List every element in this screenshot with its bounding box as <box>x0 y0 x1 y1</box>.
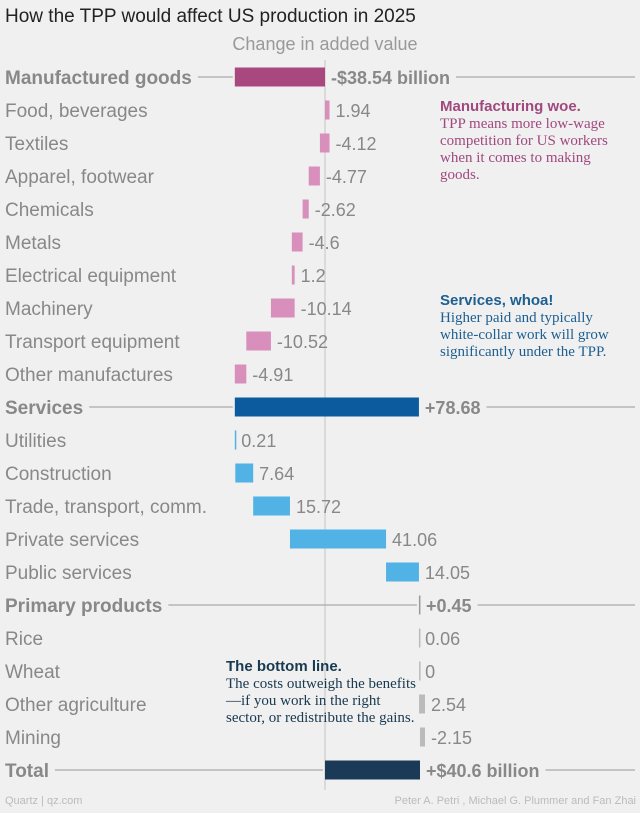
bar-rice <box>418 628 421 648</box>
row-label-manufactured-goods: Manufactured goods <box>5 68 192 89</box>
note-manufacturing-body: TPP means more low-wage competition for … <box>440 116 608 183</box>
row-label-textiles: Textiles <box>5 134 68 155</box>
bar-primary-products <box>418 595 421 615</box>
bar-apparel-footwear <box>308 166 320 186</box>
row-label-services: Services <box>5 398 83 419</box>
value-label-private-services: 41.06 <box>392 530 437 550</box>
footer-credit: Peter A. Petri , Michael G. Plummer and … <box>394 795 636 807</box>
bar-services <box>234 397 419 417</box>
bar-construction <box>235 463 254 483</box>
bar-public-services <box>386 562 419 582</box>
value-label-public-services: 14.05 <box>425 563 470 583</box>
row-label-apparel-footwear: Apparel, footwear <box>5 167 155 188</box>
row-label-electrical-equipment: Electrical equipment <box>5 266 177 287</box>
value-label-electrical-equipment: 1.2 <box>301 266 326 286</box>
value-label-services: +78.68 <box>425 398 481 418</box>
bar-chemicals <box>302 199 309 219</box>
row-label-chemicals: Chemicals <box>5 200 94 221</box>
bar-machinery <box>270 298 295 318</box>
value-label-chemicals: -2.62 <box>315 200 356 220</box>
bar-other-agriculture <box>419 694 426 714</box>
value-label-primary-products: +0.45 <box>426 596 472 616</box>
note-services: Services, whoa! Higher paid and typicall… <box>440 292 630 361</box>
bar-food-beverages <box>325 100 330 120</box>
row-label-utilities: Utilities <box>5 431 66 452</box>
row-label-total: Total <box>5 761 49 782</box>
row-label-wheat: Wheat <box>5 662 61 683</box>
value-label-other-agriculture: 2.54 <box>431 695 466 715</box>
row-label-private-services: Private services <box>5 530 139 551</box>
value-label-total: +$40.6 billion <box>426 761 540 781</box>
footer-source: Quartz | qz.com <box>5 795 83 807</box>
row-label-rice: Rice <box>5 629 43 650</box>
bar-mining <box>419 727 426 747</box>
value-label-mining: -2.15 <box>431 728 472 748</box>
row-label-public-services: Public services <box>5 563 132 584</box>
bar-trade-transport-comm <box>253 496 290 516</box>
value-label-apparel-footwear: -4.77 <box>326 167 367 187</box>
value-label-other-manufactures: -4.91 <box>252 365 293 385</box>
note-bottom-body: The costs outweigh the benefits—if you w… <box>226 676 416 726</box>
note-bottom-line: The bottom line. The costs outweigh the … <box>226 658 416 727</box>
value-label-transport-equipment: -10.52 <box>277 332 328 352</box>
bar-private-services <box>289 529 387 549</box>
value-label-utilities: 0.21 <box>241 431 276 451</box>
bar-wheat <box>419 661 421 681</box>
value-label-trade-transport-comm: 15.72 <box>296 497 341 517</box>
value-label-textiles: -4.12 <box>336 134 377 154</box>
row-label-mining: Mining <box>5 728 61 749</box>
value-label-rice: 0.06 <box>425 629 460 649</box>
value-label-food-beverages: 1.94 <box>336 101 371 121</box>
bar-manufactured-goods <box>234 67 325 87</box>
row-label-machinery: Machinery <box>5 299 93 320</box>
note-bottom-heading: The bottom line. <box>226 658 342 675</box>
bar-transport-equipment <box>246 331 271 351</box>
value-label-machinery: -10.14 <box>301 299 352 319</box>
row-label-metals: Metals <box>5 233 61 254</box>
chart-title: How the TPP would affect US production i… <box>5 6 416 27</box>
row-label-construction: Construction <box>5 464 112 485</box>
value-label-wheat: 0 <box>425 662 435 682</box>
bar-textiles <box>319 133 330 153</box>
row-label-trade-transport-comm: Trade, transport, comm. <box>5 497 207 518</box>
bar-utilities <box>234 430 237 450</box>
note-manufacturing-heading: Manufacturing woe. <box>440 98 581 115</box>
note-services-body: Higher paid and typically white-collar w… <box>440 310 609 360</box>
row-label-transport-equipment: Transport equipment <box>5 332 180 353</box>
chart-subtitle: Change in added value <box>232 34 418 54</box>
note-services-heading: Services, whoa! <box>440 292 554 309</box>
row-label-food-beverages: Food, beverages <box>5 101 148 122</box>
bar-total <box>325 760 421 780</box>
row-label-primary-products: Primary products <box>5 596 162 617</box>
value-label-construction: 7.64 <box>259 464 294 484</box>
note-manufacturing: Manufacturing woe. TPP means more low-wa… <box>440 98 630 184</box>
row-label-other-manufactures: Other manufactures <box>5 365 173 386</box>
value-label-metals: -4.6 <box>309 233 340 253</box>
bar-metals <box>291 232 303 252</box>
value-label-manufactured-goods: -$38.54 billion <box>331 68 450 88</box>
bar-other-manufactures <box>234 364 247 384</box>
bar-electrical-equipment <box>291 265 295 285</box>
row-label-other-agriculture: Other agriculture <box>5 695 147 716</box>
